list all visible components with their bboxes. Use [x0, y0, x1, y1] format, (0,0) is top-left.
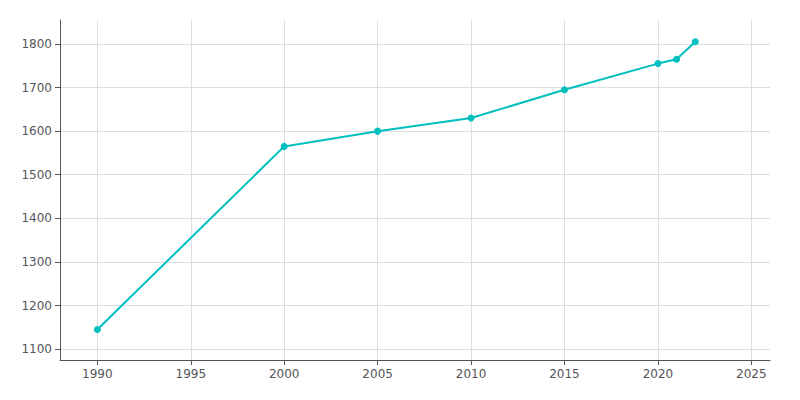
svg-text:2005: 2005 — [362, 367, 393, 381]
svg-text:1600: 1600 — [21, 124, 52, 138]
svg-text:2010: 2010 — [456, 367, 487, 381]
svg-text:2000: 2000 — [269, 367, 300, 381]
svg-text:1500: 1500 — [21, 168, 52, 182]
svg-text:1990: 1990 — [82, 367, 113, 381]
svg-text:1100: 1100 — [21, 342, 52, 356]
svg-text:2025: 2025 — [736, 367, 767, 381]
svg-text:1700: 1700 — [21, 81, 52, 95]
svg-text:1995: 1995 — [176, 367, 207, 381]
svg-text:2020: 2020 — [643, 367, 674, 381]
svg-text:1800: 1800 — [21, 37, 52, 51]
svg-text:2015: 2015 — [549, 367, 580, 381]
svg-text:1400: 1400 — [21, 211, 52, 225]
svg-text:1300: 1300 — [21, 255, 52, 269]
svg-text:1200: 1200 — [21, 299, 52, 313]
